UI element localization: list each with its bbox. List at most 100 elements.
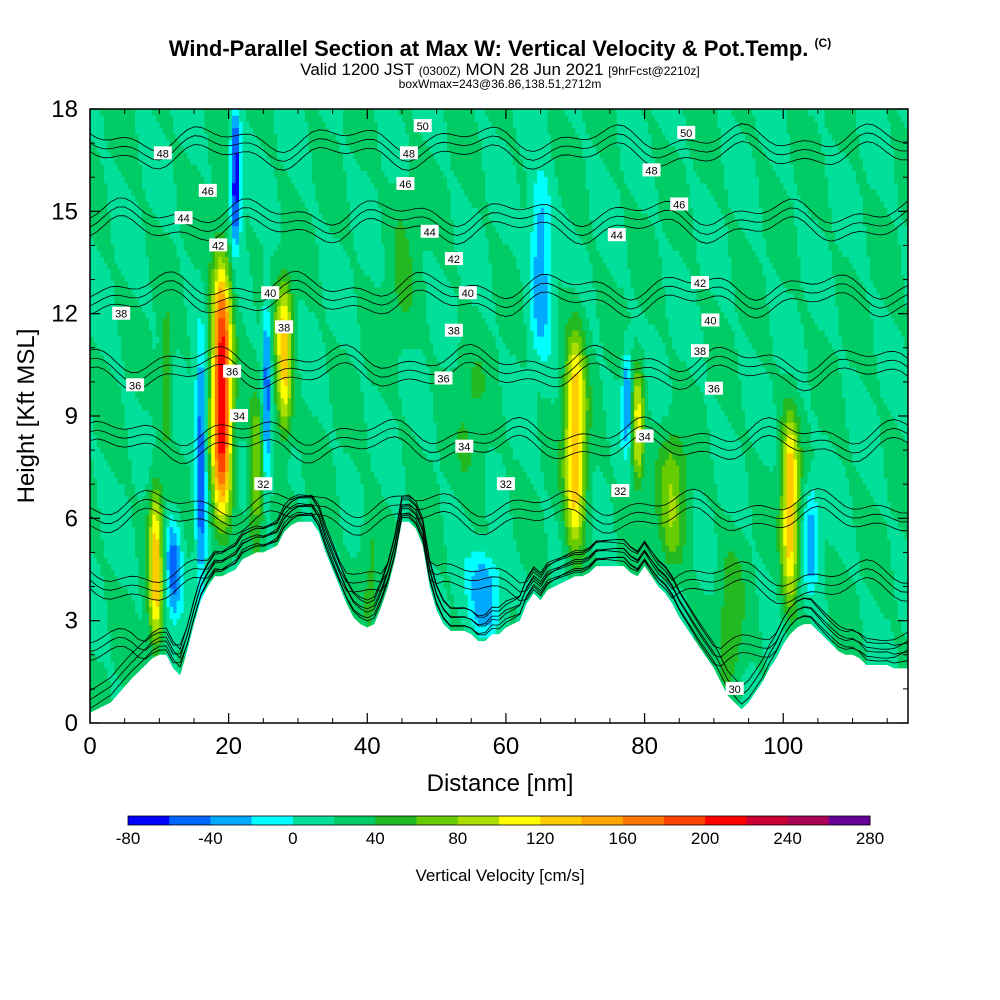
w-cell xyxy=(104,244,108,251)
w-cell xyxy=(156,336,160,343)
w-cell xyxy=(97,563,101,570)
w-cell xyxy=(159,416,163,423)
w-cell xyxy=(114,649,118,656)
w-cell xyxy=(152,299,156,306)
w-cell xyxy=(93,502,97,509)
w-cell xyxy=(104,183,108,190)
w-cell xyxy=(135,600,139,607)
w-cell xyxy=(100,324,104,331)
w-cell xyxy=(100,465,104,472)
w-cell xyxy=(142,348,146,355)
w-cell xyxy=(149,134,153,141)
w-cell xyxy=(121,576,125,583)
w-cell xyxy=(142,232,146,239)
w-cell xyxy=(93,195,97,202)
w-cell xyxy=(100,170,104,177)
w-cell xyxy=(97,177,101,184)
w-cell xyxy=(135,594,139,601)
w-cell xyxy=(104,189,108,196)
w-cell xyxy=(142,477,146,484)
w-cell xyxy=(121,330,125,337)
w-cell xyxy=(118,533,122,540)
w-cell xyxy=(100,668,104,675)
w-cell xyxy=(152,269,156,276)
w-cell xyxy=(121,619,125,626)
w-cell xyxy=(152,459,156,466)
w-cell xyxy=(145,502,149,509)
w-cell xyxy=(114,250,118,257)
w-cell xyxy=(111,404,115,411)
w-cell xyxy=(100,570,104,577)
w-cell xyxy=(156,496,160,503)
w-cell xyxy=(97,434,101,441)
w-cell xyxy=(107,232,111,239)
w-cell xyxy=(132,189,136,196)
w-cell xyxy=(166,109,170,116)
w-cell xyxy=(118,140,122,147)
w-cell xyxy=(132,447,136,454)
w-cell xyxy=(125,244,129,251)
w-cell xyxy=(149,189,153,196)
w-cell xyxy=(104,318,108,325)
w-cell xyxy=(159,263,163,270)
w-cell xyxy=(142,177,146,184)
w-cell xyxy=(166,281,170,288)
w-cell xyxy=(114,232,118,239)
w-cell xyxy=(159,557,163,564)
w-cell xyxy=(125,588,129,595)
w-cell xyxy=(159,342,163,349)
w-cell xyxy=(159,637,163,644)
w-cell xyxy=(118,355,122,362)
w-cell xyxy=(142,391,146,398)
w-cell xyxy=(159,213,163,220)
w-cell xyxy=(93,619,97,626)
w-cell xyxy=(114,612,118,619)
w-cell xyxy=(156,385,160,392)
w-cell xyxy=(128,484,132,491)
w-cell xyxy=(107,477,111,484)
w-cell xyxy=(159,422,163,429)
w-cell xyxy=(139,170,143,177)
w-cell xyxy=(114,348,118,355)
w-cell xyxy=(93,600,97,607)
w-cell xyxy=(107,662,111,669)
w-cell xyxy=(139,336,143,343)
w-cell xyxy=(156,324,160,331)
w-cell xyxy=(125,453,129,460)
w-cell xyxy=(159,115,163,122)
w-cell xyxy=(132,471,136,478)
w-cell xyxy=(139,256,143,263)
w-cell xyxy=(145,275,149,282)
w-cell xyxy=(159,600,163,607)
w-cell xyxy=(149,318,153,325)
w-cell xyxy=(152,324,156,331)
w-cell xyxy=(97,275,101,282)
w-cell xyxy=(114,662,118,669)
w-cell xyxy=(163,324,167,331)
w-cell xyxy=(145,404,149,411)
w-cell xyxy=(166,312,170,319)
w-cell xyxy=(132,342,136,349)
w-cell xyxy=(156,606,160,613)
w-cell xyxy=(97,263,101,270)
w-cell xyxy=(142,453,146,460)
w-cell xyxy=(125,201,129,208)
w-cell xyxy=(97,158,101,165)
w-cell xyxy=(93,269,97,276)
w-cell xyxy=(100,398,104,405)
w-cell xyxy=(107,655,111,662)
w-cell xyxy=(107,244,111,251)
w-cell xyxy=(163,404,167,411)
w-cell xyxy=(166,361,170,368)
w-cell xyxy=(152,201,156,208)
w-cell xyxy=(104,484,108,491)
w-cell xyxy=(149,336,153,343)
w-cell xyxy=(125,551,129,558)
w-cell xyxy=(159,367,163,374)
w-cell xyxy=(121,557,125,564)
w-cell xyxy=(114,434,118,441)
w-cell xyxy=(93,238,97,245)
w-cell xyxy=(152,164,156,171)
w-cell xyxy=(152,398,156,405)
w-cell xyxy=(121,527,125,534)
